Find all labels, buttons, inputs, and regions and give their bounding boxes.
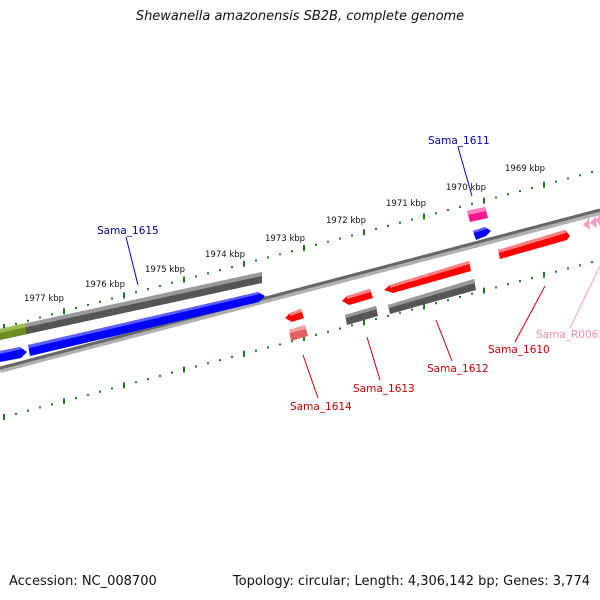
gene-sama-1613-gray[interactable] — [345, 306, 378, 325]
gene-blue-small[interactable] — [0, 347, 27, 362]
label-sama-1614: Sama_1614 — [290, 401, 352, 413]
kbp-label-1969: 1969 kbp — [505, 164, 545, 174]
label-sama-1613: Sama_1613 — [353, 383, 415, 395]
gene-sama-1611-pink[interactable] — [467, 207, 488, 222]
kbp-label-1975: 1975 kbp — [145, 265, 185, 275]
gene-sama-1611-blue[interactable] — [473, 227, 491, 240]
gene-olive-fragment[interactable] — [0, 323, 26, 340]
gene-sama-1610[interactable] — [498, 230, 570, 259]
kbp-label-1970: 1970 kbp — [446, 183, 486, 193]
gene-sama-1612-gray[interactable] — [388, 279, 476, 314]
gene-sama-1613-red[interactable] — [342, 289, 373, 305]
gene-labels: Sama_1615 Sama_1611 Sama_1614 Sama_1613 … — [97, 135, 600, 413]
gene-sama-1615-gray[interactable] — [0, 272, 262, 340]
accession-text: Accession: NC_008700 — [9, 574, 157, 589]
kbp-label-1972: 1972 kbp — [326, 216, 366, 226]
label-sama-r0063: Sama_R0063 — [536, 329, 600, 341]
gene-sama-1614-red[interactable] — [285, 309, 304, 322]
kbp-label-1976: 1976 kbp — [85, 280, 125, 290]
gene-sama-r0063-rna[interactable] — [583, 214, 600, 230]
map-title: Shewanella amazonensis SB2B, complete ge… — [135, 9, 465, 24]
gene-sama-1612-red[interactable] — [384, 261, 471, 293]
label-sama-1611: Sama_1611 — [428, 135, 490, 147]
kbp-label-1974: 1974 kbp — [205, 250, 245, 260]
genome-stats-text: Topology: circular; Length: 4,306,142 bp… — [232, 574, 590, 589]
label-sama-1615: Sama_1615 — [97, 225, 159, 237]
label-sama-1612: Sama_1612 — [427, 363, 489, 375]
gene-blue-large[interactable] — [28, 292, 265, 356]
kbp-labels: 1969 kbp 1970 kbp 1971 kbp 1972 kbp 1973… — [24, 164, 545, 304]
kbp-label-1971: 1971 kbp — [386, 199, 426, 209]
leader-lines — [125, 146, 600, 399]
gene-sama-1614-light[interactable] — [289, 325, 308, 341]
genome-backbone — [0, 208, 600, 373]
upper-tick-track — [3, 171, 593, 330]
kbp-label-1973: 1973 kbp — [265, 234, 305, 244]
kbp-label-1977: 1977 kbp — [24, 294, 64, 304]
label-sama-1610: Sama_1610 — [488, 344, 550, 356]
